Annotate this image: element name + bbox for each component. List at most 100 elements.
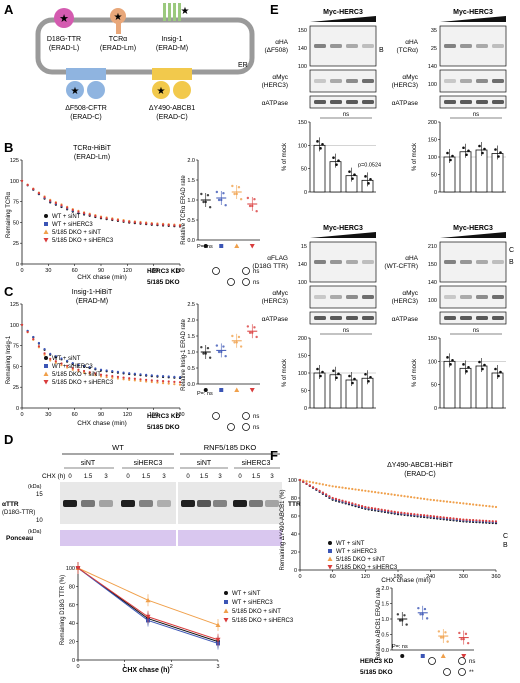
series-point: [321, 483, 324, 486]
mw-label: 35: [431, 28, 437, 34]
rate-point: [231, 334, 234, 338]
series-point: [116, 370, 120, 373]
legend-label: 5/185 DKO + siHERC3: [232, 618, 294, 624]
blot-frame: [439, 95, 507, 109]
gradient-wedge: [440, 16, 506, 22]
bar-point: [478, 144, 481, 148]
bar-point: [451, 154, 454, 158]
rate-point: [206, 346, 210, 350]
bar-point: [497, 155, 500, 158]
series-point: [436, 515, 439, 518]
series-point: [396, 494, 400, 497]
series-point: [409, 512, 413, 515]
legend-marker: [44, 214, 48, 218]
series-point: [122, 376, 125, 379]
y-tick-label: 50: [431, 173, 437, 179]
myc-herc3-label: Myc-HERC3: [323, 9, 363, 16]
series-point: [481, 519, 485, 522]
y-tick-label: 0.5: [381, 633, 389, 639]
timepoint-label: 0: [68, 474, 72, 480]
blot-band: [139, 500, 153, 507]
series-point: [145, 222, 148, 225]
x-tick-label: 60: [330, 574, 336, 580]
y-tick-label: 0: [16, 406, 19, 412]
bar-point: [321, 143, 324, 146]
series-point: [478, 519, 481, 522]
series-point: [468, 503, 471, 506]
series-point: [43, 347, 46, 351]
series-point: [458, 501, 462, 505]
series-point: [393, 510, 396, 513]
blot-label: αATPase: [392, 100, 419, 107]
legend-label: 5/185 DKO + siHERC3: [336, 565, 398, 571]
y-tick-label: 0: [434, 406, 437, 412]
blot-label: (HERC3): [392, 82, 418, 89]
chart-f-xlabel: CHX chase (min): [381, 577, 430, 584]
series-point: [37, 341, 41, 345]
legend-marker: [43, 371, 49, 376]
series-point: [161, 381, 165, 385]
series-point: [416, 513, 419, 516]
series-point: [77, 370, 80, 373]
blot-frame: [439, 69, 507, 93]
blot-band: [314, 316, 326, 320]
y-tick-label: 2.0: [187, 318, 195, 324]
series-point: [308, 480, 311, 483]
series-point: [122, 371, 125, 374]
chart-b-pval: P=: ns: [197, 244, 213, 250]
series-point: [139, 373, 142, 376]
chart-c-rate-label: Relative Insig-1 ERAD rate: [181, 318, 187, 390]
x-tick-label: 90: [98, 412, 104, 418]
series-point: [133, 379, 136, 382]
blot-band: [362, 260, 374, 264]
rate-point: [202, 352, 205, 355]
d-blot-label: αTTR: [2, 501, 19, 508]
series-point: [116, 218, 120, 222]
chart-c-xlabel: CHX chase (min): [77, 420, 126, 427]
y-tick-label: 100: [66, 566, 75, 572]
series-point: [178, 376, 182, 379]
insig-1-name: Insig-1: [161, 36, 182, 43]
bar-point: [467, 149, 470, 153]
bar-point: [351, 177, 354, 180]
series-point: [60, 362, 63, 365]
gradient-wedge: [440, 232, 506, 238]
series-point: [383, 492, 387, 495]
significance-label: ns: [473, 112, 479, 118]
panel-label-a: A: [4, 2, 14, 17]
x-tick-label: 2: [170, 664, 173, 670]
chart-b-ns1: ns: [253, 269, 259, 275]
series-point: [400, 511, 403, 514]
x-tick-label: 150: [149, 268, 158, 274]
series-point: [43, 196, 46, 199]
series-point: [133, 377, 136, 380]
bar-point: [446, 356, 449, 359]
rate-category-marker: [461, 654, 467, 659]
legend-marker: [327, 556, 333, 561]
chart-b-rate-label: Relative TCRα ERAD rate: [181, 175, 187, 245]
rate-category-marker: [420, 654, 425, 658]
chart-b-line: 0 25 50 75 100 125 0 30 60 90 120 150 180: [10, 158, 185, 274]
rate-point: [458, 631, 461, 635]
blot-label: αMyc: [402, 290, 418, 297]
series-point: [116, 377, 120, 380]
blot-band: [492, 79, 504, 83]
x-tick-label: 120: [123, 412, 132, 418]
legend-label: 5/185 DKO + siNT: [52, 230, 101, 236]
series-point: [341, 499, 344, 502]
series-point: [442, 516, 445, 519]
legend-label: WT + siHERC3: [52, 222, 93, 228]
blot-band: [362, 316, 374, 320]
rate-point: [222, 192, 225, 195]
series-point: [150, 374, 153, 377]
series-point: [145, 380, 148, 383]
series-point: [445, 500, 449, 503]
blot-band: [314, 44, 326, 48]
series-point: [426, 514, 429, 517]
chart-b-legend: WT + siNT WT + siHERC3 5/185 DKO + siNT 5/1…: [43, 214, 114, 244]
tcra-name: TCRα: [109, 36, 127, 43]
x-tick-label: 3: [216, 664, 219, 670]
blot-label: (HERC3): [262, 82, 288, 89]
bar: [443, 360, 456, 409]
blot-band: [444, 44, 456, 48]
